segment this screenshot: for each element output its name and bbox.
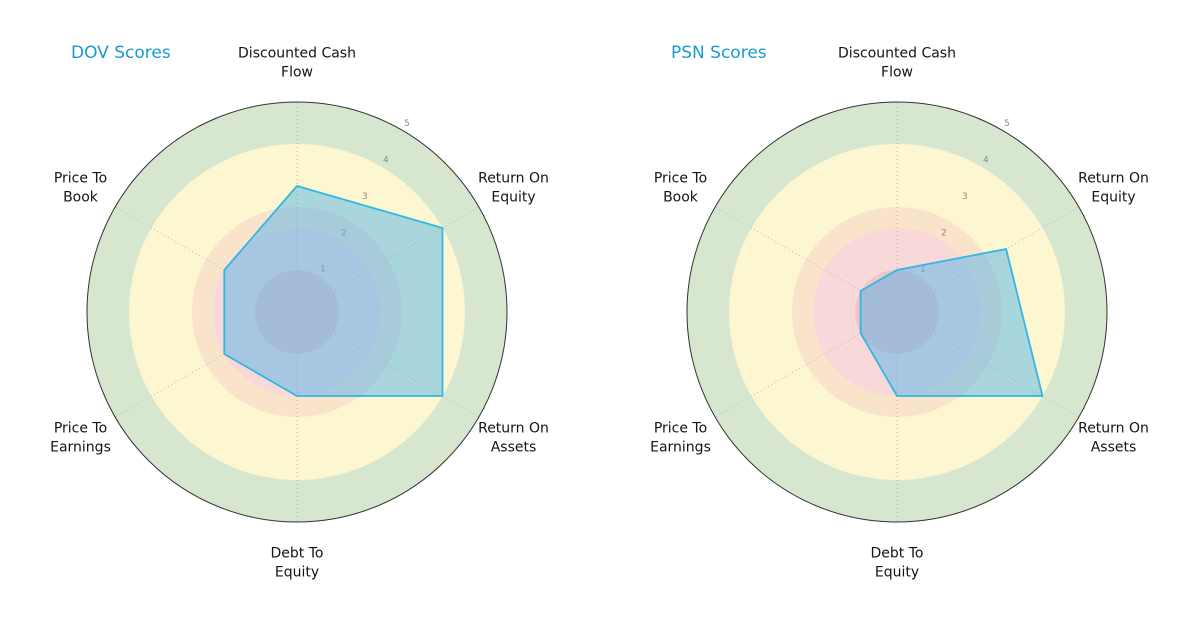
score-polygon <box>859 248 1044 397</box>
outer-ring <box>86 101 508 523</box>
axis-label: Return On Assets <box>1078 421 1149 456</box>
chart-panel-psn: PSN Scores 12345Discounted CashFlowRetur… <box>600 0 1200 625</box>
axis-label: Return On Equity <box>478 171 549 206</box>
axis-label: Debt To Equity <box>871 546 924 581</box>
chart-title-dov: DOV Scores <box>71 43 171 63</box>
axis-label: Return On Equity <box>1078 171 1149 206</box>
axis-spoke <box>114 311 298 418</box>
chart-panel-dov: DOV Scores 12345Discounted CashFlowRetur… <box>50 43 549 581</box>
score-polygon <box>223 185 444 397</box>
axis-label: Debt To Equity <box>271 546 324 581</box>
r-tick-label: 5 <box>404 119 410 129</box>
axis-spoke <box>114 206 298 313</box>
axis-label: Price To Earnings <box>650 421 711 456</box>
axis-label: Price To Earnings <box>50 421 111 456</box>
r-tick-label: 4 <box>983 156 989 166</box>
r-tick-label: 3 <box>362 192 368 202</box>
chart-title-psn: PSN Scores <box>671 43 767 63</box>
axis-label: Return On Assets <box>478 421 549 456</box>
axis-label: Price To Book <box>654 171 707 206</box>
r-tick-label: 3 <box>962 192 968 202</box>
r-tick-label: 5 <box>1004 119 1010 129</box>
axis-label: Discounted Cash Flow <box>838 46 956 81</box>
r-tick-label: 4 <box>383 156 389 166</box>
r-tick-label: 2 <box>941 228 947 238</box>
axis-label: Price To Book <box>54 171 107 206</box>
outer-ring <box>686 101 1108 523</box>
axis-label: Discounted Cash Flow <box>238 46 356 81</box>
